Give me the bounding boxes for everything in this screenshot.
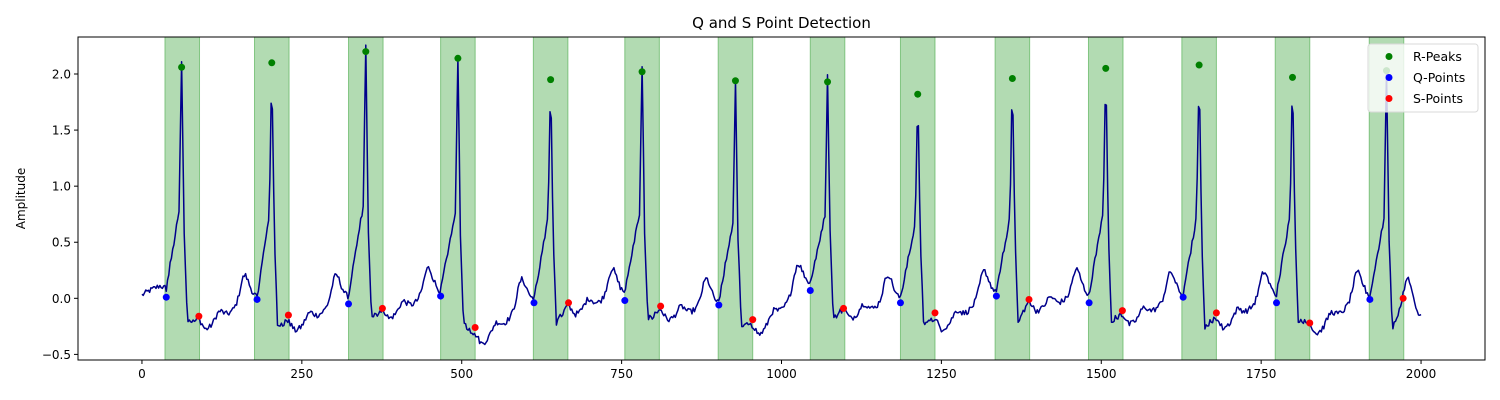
r-peak-9 (1008, 74, 1016, 82)
q-point-7 (806, 286, 814, 294)
x-tick-label: 0 (138, 367, 146, 381)
chart-title: Q and S Point Detection (692, 14, 871, 32)
legend-marker-s-points (1385, 95, 1393, 102)
y-axis-ticks: −0.5 0.0 0.5 1.0 1.5 2.0 (42, 68, 78, 362)
s-point-4 (565, 299, 573, 307)
q-point-5 (621, 297, 629, 305)
y-axis-label: Amplitude (14, 168, 28, 230)
s-point-12 (1306, 319, 1314, 327)
legend-marker-r-peaks (1385, 53, 1393, 60)
q-point-13 (1366, 295, 1374, 303)
qrs-region-1 (254, 36, 290, 361)
s-point-0 (195, 312, 203, 320)
legend-label-q-points: Q-Points (1413, 70, 1465, 85)
s-point-11 (1212, 309, 1220, 317)
y-tick-label: −0.5 (42, 348, 71, 362)
s-point-9 (1025, 295, 1033, 303)
r-peak-5 (638, 68, 646, 76)
q-point-0 (162, 293, 170, 301)
q-point-9 (992, 292, 1000, 300)
legend-box (1367, 43, 1479, 113)
ecg-signal-line (141, 44, 1422, 346)
x-tick-label: 750 (610, 367, 633, 381)
x-tick-label: 2000 (1406, 367, 1437, 381)
s-point-6 (749, 316, 757, 324)
legend-marker-q-points (1385, 74, 1393, 81)
s-point-3 (471, 323, 479, 331)
r-peak-11 (1195, 61, 1203, 69)
r-peak-12 (1288, 73, 1296, 81)
x-tick-label: 500 (450, 367, 473, 381)
legend: R-Peaks Q-Points S-Points (1367, 43, 1479, 113)
r-peak-4 (547, 76, 555, 84)
x-tick-label: 250 (290, 367, 313, 381)
r-peak-8 (914, 90, 922, 98)
qrs-region-8 (899, 36, 936, 361)
q-point-4 (530, 299, 538, 307)
x-axis-ticks: 0 250 500 750 1000 1250 1500 1750 2000 (138, 360, 1436, 381)
x-tick-label: 1750 (1246, 367, 1277, 381)
s-point-13 (1399, 294, 1407, 302)
y-tick-label: 1.5 (52, 124, 71, 138)
markers (162, 48, 1407, 331)
s-point-8 (931, 309, 939, 317)
r-peak-6 (731, 77, 739, 85)
qrs-region-4 (532, 36, 569, 361)
legend-label-s-points: S-Points (1413, 91, 1463, 106)
x-tick-label: 1500 (1086, 367, 1117, 381)
s-point-7 (840, 304, 848, 312)
q-point-2 (345, 300, 353, 308)
q-point-8 (896, 299, 904, 307)
s-point-2 (378, 304, 386, 312)
y-tick-label: 0.0 (52, 292, 71, 306)
r-peak-1 (268, 59, 276, 67)
y-tick-label: 1.0 (52, 180, 71, 194)
q-point-12 (1273, 299, 1281, 307)
qrs-region-11 (1181, 36, 1217, 361)
qrs-region-10 (1087, 36, 1124, 361)
q-point-3 (437, 292, 445, 300)
q-point-11 (1179, 293, 1187, 301)
y-tick-label: 0.5 (52, 236, 71, 250)
s-point-5 (657, 302, 665, 310)
x-tick-label: 1250 (926, 367, 957, 381)
r-peak-7 (824, 78, 832, 86)
r-peak-3 (454, 54, 462, 62)
qrs-region-9 (994, 36, 1031, 361)
x-tick-label: 1000 (766, 367, 797, 381)
s-point-10 (1118, 307, 1126, 315)
q-point-6 (715, 301, 723, 309)
r-peak-10 (1102, 64, 1110, 72)
s-point-1 (284, 311, 292, 319)
plot-area-background (78, 37, 1485, 360)
q-point-10 (1085, 299, 1093, 307)
y-tick-label: 2.0 (52, 68, 71, 82)
legend-label-r-peaks: R-Peaks (1413, 49, 1462, 64)
r-peak-2 (362, 48, 370, 56)
r-peak-0 (178, 63, 186, 71)
signal-layer (141, 44, 1422, 346)
qrs-region-12 (1274, 36, 1311, 361)
q-point-1 (253, 295, 261, 303)
